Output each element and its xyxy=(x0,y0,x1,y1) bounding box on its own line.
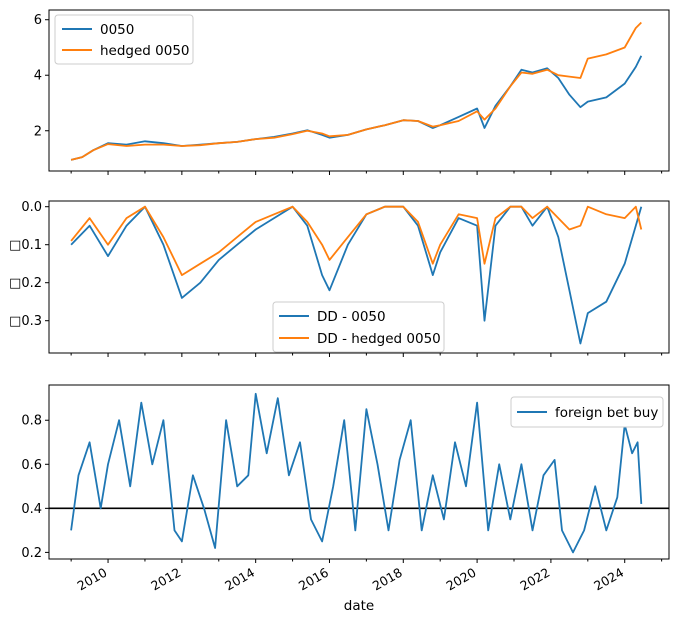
panel-price-y-ticks: 2 4 6 xyxy=(34,13,49,139)
panel-price-series xyxy=(70,21,643,161)
y-tick-label: 0.8 xyxy=(21,414,42,429)
y-tick-label: 2 xyxy=(34,124,42,139)
x-tick-label: 2014 xyxy=(222,565,257,594)
y-tick-label: 0.4 xyxy=(21,502,42,517)
legend-label-dd-0050: DD - 0050 xyxy=(317,309,386,325)
panel-drawdown-x-ticks xyxy=(70,353,663,357)
legend-label-foreign-bet-buy: foreign bet buy xyxy=(555,405,658,421)
y-tick-label: □0.2 xyxy=(9,276,42,291)
series-line-dd-hedged-0050 xyxy=(70,205,643,276)
panel-drawdown-y-ticks: 0.0 □0.1 □0.2 □0.3 xyxy=(9,200,49,329)
y-tick-label: □0.1 xyxy=(9,238,42,253)
panel-price-x-ticks xyxy=(70,171,663,175)
x-tick-label: 2012 xyxy=(148,565,183,594)
panel-foreign-bet-legend: foreign bet buy xyxy=(510,396,664,428)
legend-box xyxy=(54,14,194,65)
panel-drawdown: 0.0 □0.1 □0.2 □0.3 DD - 0050 DD - hedged 00… xyxy=(9,200,670,357)
y-tick-label: 0.2 xyxy=(21,546,42,561)
legend-label-dd-hedged-0050: DD - hedged 0050 xyxy=(317,331,441,347)
series-line-foreign-bet-buy xyxy=(70,392,643,554)
x-tick-label: 2016 xyxy=(296,565,331,594)
panel-foreign-bet: 0.2 0.4 0.6 0.8 2010 2012 2014 2016 2018 2020 202… xyxy=(21,384,670,594)
panel-price-legend: 0050 hedged 0050 xyxy=(54,14,194,65)
panel-foreign-bet-x-ticks: 2010 2012 2014 2016 2018 2020 2022 2024 xyxy=(70,559,663,594)
x-tick-label: 2020 xyxy=(444,565,479,594)
panel-drawdown-legend: DD - 0050 DD - hedged 0050 xyxy=(272,301,445,353)
panel-foreign-bet-series xyxy=(70,392,643,554)
x-tick-label: 2018 xyxy=(370,565,405,594)
y-tick-label: 4 xyxy=(34,69,42,84)
y-tick-label: 6 xyxy=(34,13,42,28)
y-tick-label: 0.6 xyxy=(21,458,42,473)
x-axis-label: date xyxy=(344,598,374,614)
legend-label-0050: 0050 xyxy=(100,22,134,38)
panel-drawdown-series xyxy=(70,205,643,345)
legend-box xyxy=(272,301,445,353)
legend-label-hedged-0050: hedged 0050 xyxy=(100,43,190,59)
x-tick-label: 2024 xyxy=(591,565,626,594)
panel-foreign-bet-y-ticks: 0.2 0.4 0.6 0.8 xyxy=(21,414,49,561)
y-tick-label: 0.0 xyxy=(21,200,42,215)
legend-box xyxy=(510,396,664,428)
panel-price: 2 4 6 0050 hedged 0050 xyxy=(34,9,670,175)
x-tick-label: 2022 xyxy=(517,565,552,594)
x-tick-label: 2010 xyxy=(74,565,109,594)
series-line-hedged-0050 xyxy=(70,21,642,161)
y-tick-label: □0.3 xyxy=(9,314,42,329)
